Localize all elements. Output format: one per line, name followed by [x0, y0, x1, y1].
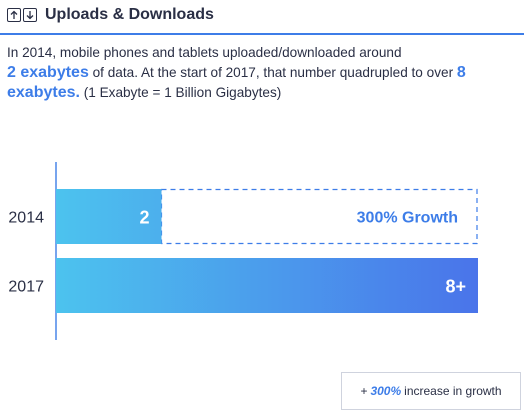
- tick-label-2014: 2014: [8, 210, 44, 227]
- highlight-2-exabytes: 2 exabytes: [7, 64, 89, 81]
- bar-2017: [56, 258, 478, 313]
- arrow-down-icon: [23, 8, 37, 22]
- callout-suffix: increase in growth: [404, 384, 502, 398]
- highlight-8-exabytes: 8 exabytes.: [7, 64, 466, 101]
- callout-percent: 300%: [370, 384, 402, 398]
- callout-prefix: +: [360, 384, 368, 398]
- description-tail: (1 Exabyte = 1 Billion Gigabytes): [79, 85, 282, 100]
- bar-2014: [56, 189, 162, 244]
- tick-label-2017: 2017: [8, 279, 44, 296]
- chart-title: Uploads & Downloads: [45, 6, 214, 23]
- growth-label: 300% Growth: [357, 210, 458, 227]
- title-divider: [0, 33, 524, 35]
- description-mid: of data. At the start of 2017, that numb…: [88, 65, 457, 80]
- description-line-1: In 2014, mobile phones and tablets uploa…: [7, 45, 402, 60]
- growth-callout: + 300% increase in growth: [341, 372, 521, 410]
- chart-header: Uploads & Downloads: [7, 4, 214, 26]
- data-label-2014: 2: [139, 208, 149, 228]
- description-body: 2 exabytes of data. At the start of 2017…: [7, 63, 517, 103]
- arrow-up-icon: [7, 8, 21, 22]
- chart-description: In 2014, mobile phones and tablets uploa…: [7, 43, 517, 103]
- data-label-2017: 8+: [445, 277, 466, 297]
